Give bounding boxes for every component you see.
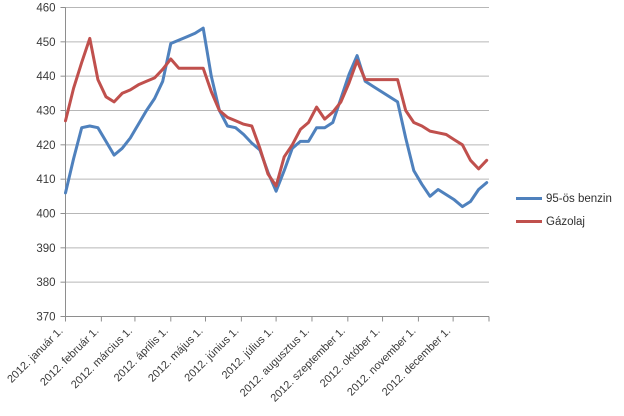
legend-line-swatch-gazolaj: [516, 220, 542, 223]
series-line-gazolaj: [64, 36, 489, 188]
y-axis-label: 460: [36, 3, 55, 15]
y-axis-label: 380: [36, 277, 55, 289]
y-axis-label: 410: [36, 174, 55, 186]
legend-label-benzin: 95-ös benzin: [546, 192, 612, 205]
legend-label-gazolaj: Gázolaj: [546, 215, 585, 228]
axes: [60, 7, 490, 322]
y-axis-labels: 460 450 440 430 420 410 400 390 380 370: [36, 3, 55, 324]
y-axis-label: 420: [36, 140, 55, 152]
series-line-benzin: [64, 26, 489, 209]
legend-item-benzin: 95-ös benzin: [516, 187, 612, 210]
x-axis-label: 2012. október 1.: [318, 325, 383, 390]
x-axis-labels: 2012. január 1.2012. február 1.2012. már…: [5, 325, 453, 404]
y-axis-label: 370: [36, 312, 55, 324]
gridlines: [65, 7, 489, 317]
y-axis-label: 390: [36, 243, 55, 255]
y-axis-label: 400: [36, 209, 55, 221]
legend-item-gazolaj: Gázolaj: [516, 210, 612, 233]
chart-legend: 95-ös benzin Gázolaj: [516, 187, 612, 233]
y-axis-label: 450: [36, 37, 55, 49]
y-axis-label: 440: [36, 71, 55, 83]
x-axis-label: 2012. augusztus 1.: [238, 325, 312, 399]
y-axis-label: 430: [36, 106, 55, 118]
x-axis-label: 2012. december 1.: [380, 325, 453, 398]
x-axis-label: 2012. március 1.: [69, 325, 135, 391]
legend-line-swatch-benzin: [516, 197, 542, 200]
